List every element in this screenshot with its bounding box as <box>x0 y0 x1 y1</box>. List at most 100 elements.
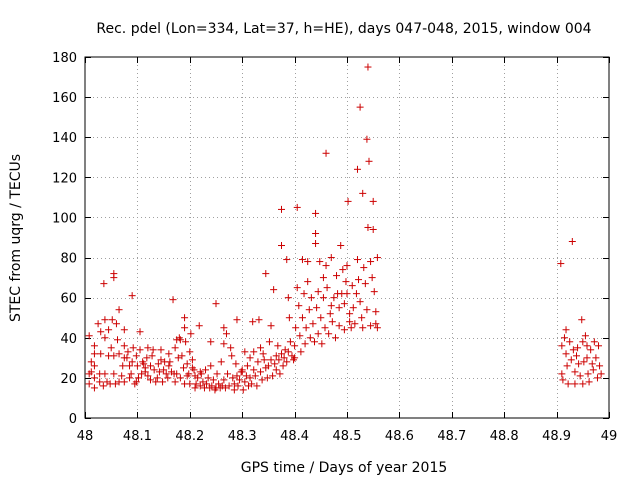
data-point <box>185 370 193 378</box>
data-point <box>246 354 254 362</box>
data-point <box>162 370 170 378</box>
data-point <box>587 346 595 354</box>
data-point <box>176 374 184 382</box>
data-point <box>301 340 309 348</box>
data-point <box>140 360 148 368</box>
data-point <box>578 316 586 324</box>
data-point <box>562 350 570 358</box>
data-point <box>115 350 123 358</box>
data-point <box>296 332 304 340</box>
data-point <box>269 372 277 380</box>
data-point <box>250 348 258 356</box>
data-point <box>278 242 285 250</box>
data-point <box>295 302 303 310</box>
data-point <box>309 320 317 328</box>
data-point <box>286 338 294 346</box>
data-point <box>85 380 93 388</box>
y-tick-label: 40 <box>60 332 77 347</box>
data-point <box>278 205 285 213</box>
data-point <box>559 376 567 384</box>
data-point <box>186 380 194 388</box>
data-point <box>335 322 343 330</box>
data-point <box>239 386 247 394</box>
data-point <box>253 382 261 390</box>
data-point <box>291 354 299 362</box>
data-point <box>257 368 265 376</box>
data-point <box>293 284 301 292</box>
data-point <box>124 348 132 356</box>
data-point <box>192 380 200 388</box>
data-point <box>150 366 158 374</box>
data-point <box>97 350 105 358</box>
data-point <box>236 376 244 384</box>
x-tick-label: 48.4 <box>280 429 309 444</box>
data-point <box>85 332 93 340</box>
data-point <box>164 374 172 382</box>
data-point <box>323 284 331 292</box>
data-point <box>558 370 566 378</box>
data-point <box>183 360 191 368</box>
data-point <box>304 278 312 286</box>
data-point <box>346 318 354 326</box>
data-point <box>101 334 109 342</box>
data-point <box>356 103 364 111</box>
data-point <box>327 302 335 310</box>
data-point <box>169 296 177 304</box>
data-point <box>207 362 215 370</box>
x-tick-label: 48.1 <box>123 429 152 444</box>
data-point <box>331 334 339 342</box>
y-tick-label: 120 <box>52 171 77 186</box>
data-point <box>100 280 108 288</box>
data-point <box>222 330 230 338</box>
data-point <box>225 382 233 390</box>
data-point <box>128 292 136 300</box>
data-point <box>217 358 225 366</box>
data-point <box>592 354 600 362</box>
data-point <box>333 272 341 280</box>
data-point <box>243 362 251 370</box>
data-point <box>368 274 376 282</box>
data-point <box>178 352 186 360</box>
data-point <box>576 372 584 380</box>
data-point <box>110 370 118 378</box>
data-point <box>190 366 198 374</box>
data-point <box>181 314 189 322</box>
data-point <box>202 366 210 374</box>
data-point <box>233 372 241 380</box>
data-point <box>558 342 566 350</box>
data-point <box>367 258 375 266</box>
data-point <box>101 316 109 324</box>
data-point <box>230 380 238 388</box>
x-tick-label: 48.5 <box>333 429 362 444</box>
data-point <box>110 270 118 278</box>
data-point <box>152 378 160 386</box>
data-point <box>127 370 135 378</box>
data-point <box>346 310 354 318</box>
data-point <box>160 366 168 374</box>
data-point <box>259 350 267 358</box>
x-tick-label: 48.8 <box>490 429 519 444</box>
data-point <box>344 197 352 205</box>
data-point <box>340 300 348 308</box>
data-point <box>326 310 334 318</box>
data-point <box>199 378 207 386</box>
x-tick-label: 48 <box>77 429 94 444</box>
data-point <box>157 356 165 364</box>
data-point <box>204 374 212 382</box>
data-point <box>107 344 115 352</box>
data-point <box>312 229 320 237</box>
data-point <box>242 372 250 380</box>
data-point <box>171 378 179 386</box>
data-point <box>567 356 575 364</box>
data-point <box>313 304 321 312</box>
data-point <box>575 360 583 368</box>
y-tick-label: 80 <box>60 252 77 267</box>
data-point <box>136 328 144 336</box>
data-point <box>229 374 237 382</box>
data-point <box>335 304 343 312</box>
data-point <box>90 374 98 382</box>
data-point <box>157 346 165 354</box>
data-point <box>300 290 308 298</box>
data-point <box>132 378 140 386</box>
data-point <box>284 348 292 356</box>
